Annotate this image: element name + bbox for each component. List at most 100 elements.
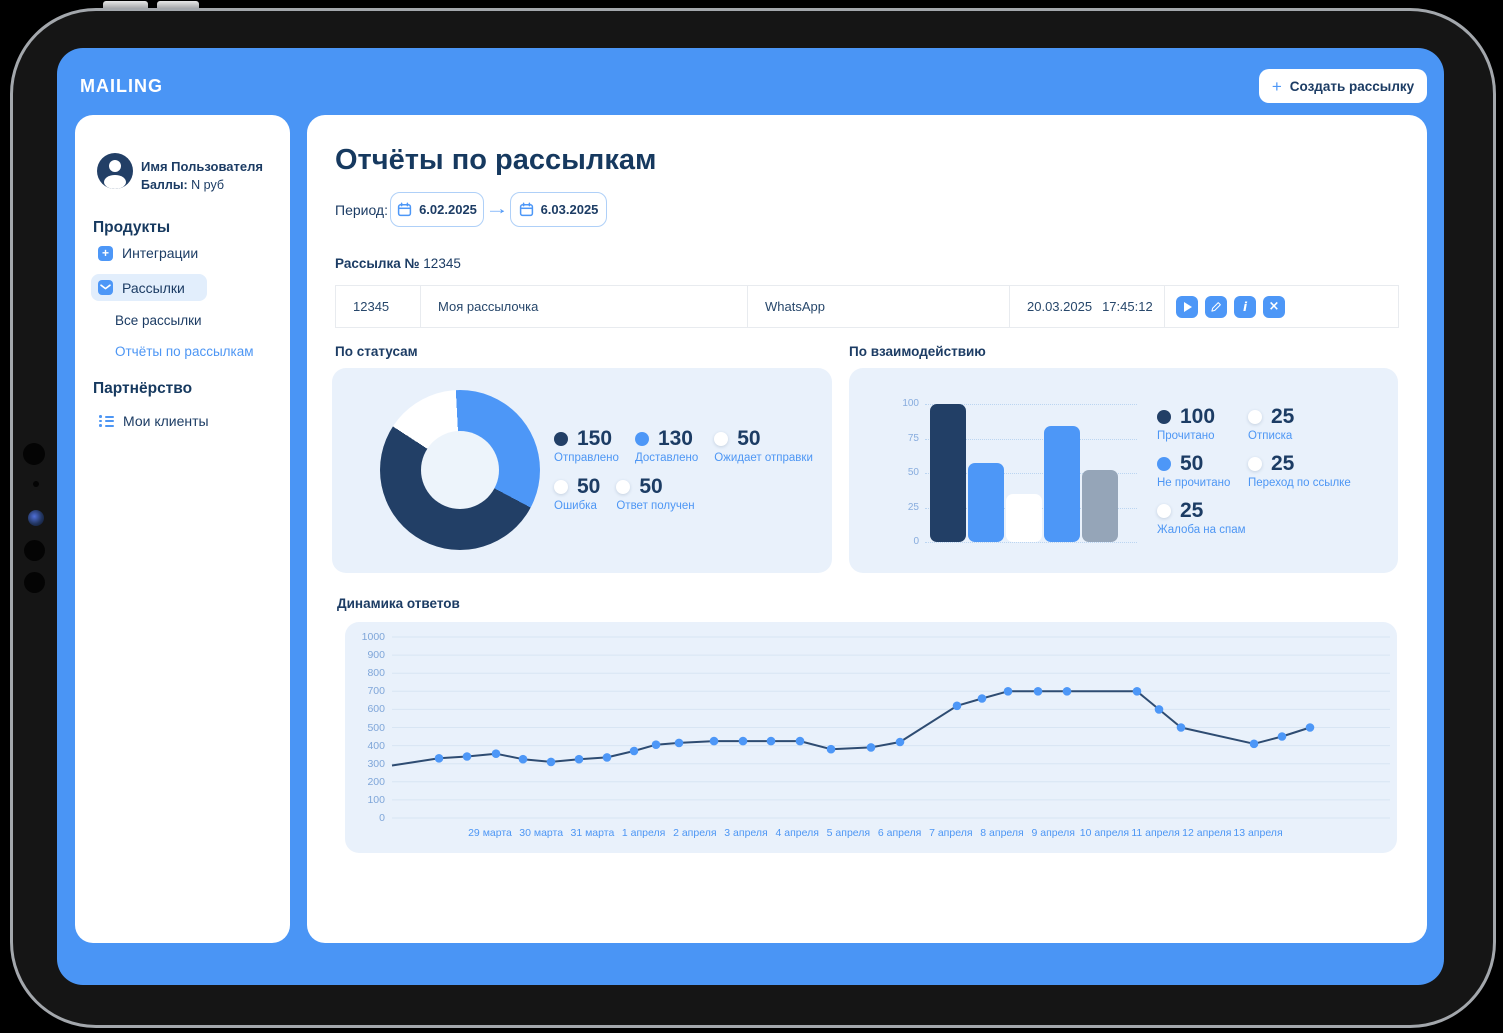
legend-row: 50 Ошибка 50 Ответ получен [554, 476, 813, 512]
mailing-table-row: 12345 Моя рассылочка WhatsApp 20.03.2025… [335, 285, 1399, 328]
line-x-label: 3 апреля [724, 827, 768, 839]
sidebar-item-my-clients[interactable]: Мои клиенты [99, 413, 209, 429]
info-button[interactable]: i [1234, 295, 1256, 318]
sidebar-item-reports[interactable]: Отчёты по рассылкам [115, 344, 254, 359]
line-axis-tick: 0 [379, 812, 385, 824]
sidebar-item-mailings[interactable]: Рассылки [91, 274, 207, 301]
sidebar-item-all-mailings[interactable]: Все рассылки [115, 313, 202, 328]
line-axis-tick: 1000 [361, 631, 385, 643]
pencil-icon [1211, 301, 1221, 312]
app-screen: MAILING + Создать рассылку Имя Пользоват… [57, 48, 1444, 985]
line-point [1132, 687, 1142, 696]
date-to-picker[interactable]: 6.03.2025 [510, 192, 607, 227]
legend-value: 25 [1271, 405, 1295, 428]
legend-item: 150 Отправлено [554, 428, 619, 464]
line-point [738, 736, 748, 746]
list-icon [99, 414, 114, 429]
calendar-icon [519, 202, 533, 217]
legend-value-row: 100 [1157, 406, 1248, 427]
cell-id: 12345 [336, 286, 421, 327]
legend-value: 50 [577, 475, 601, 498]
legend-dot [554, 479, 568, 494]
legend-item: 50 Ошибка [554, 476, 600, 512]
line-point [602, 753, 612, 762]
statuses-card: 150 Отправлено 130 Доставлено 50 Ожидает отпр… [332, 368, 832, 573]
plus-icon: + [98, 245, 113, 261]
line-point [895, 737, 905, 747]
play-button[interactable] [1176, 295, 1198, 318]
legend-item: 130 Доставлено [634, 428, 699, 464]
edit-button[interactable] [1205, 295, 1227, 318]
line-point [629, 746, 639, 756]
line-x-label: 1 апреля [621, 827, 666, 839]
cell-name: Моя рассылочка [421, 286, 748, 327]
bar [1082, 470, 1118, 542]
line-point [491, 749, 501, 758]
line-x-label: 4 апреля [775, 827, 819, 839]
line-x-label: 11 апреля [1131, 827, 1180, 839]
legend-value: 50 [737, 427, 761, 450]
main-panel: Отчёты по рассылкам Период: 6.02.2025 → … [307, 115, 1427, 943]
line-point [795, 736, 805, 746]
mailing-number-line: Рассылка № 12345 [335, 256, 461, 271]
bar-gridline [925, 404, 1137, 405]
line-point [462, 752, 472, 761]
legend-label: Отправлено [554, 452, 619, 464]
legend-label: Прочитано [1157, 430, 1215, 442]
legend-value-row: 50 [1157, 453, 1248, 474]
line-x-label: 6 апреля [877, 827, 922, 839]
line-point [826, 744, 836, 754]
close-button[interactable]: × [1263, 295, 1285, 318]
camera-lens-icon [28, 510, 44, 526]
date-from-picker[interactable]: 6.02.2025 [390, 192, 484, 227]
legend-item: 25 Отписка [1248, 406, 1351, 442]
line-point [1062, 687, 1072, 696]
tablet-frame: MAILING + Создать рассылку Имя Пользоват… [10, 8, 1496, 1028]
bar-gridline [925, 438, 1137, 440]
close-icon: × [1268, 299, 1280, 314]
legend-dot [1157, 456, 1171, 471]
line-x-label: 8 апреля [980, 827, 1024, 839]
legend-value-row: 50 [616, 476, 694, 497]
line-point [709, 736, 719, 746]
bar-axis-tick: 100 [902, 398, 919, 409]
cell-time: 17:45:12 [1102, 299, 1153, 314]
create-mailing-label: Создать рассылку [1289, 78, 1415, 94]
legend-dot [616, 479, 631, 494]
line-x-label: 10 апреля [1079, 827, 1130, 839]
cell-date: 20.03.2025 [1027, 299, 1093, 314]
bar [1044, 426, 1080, 542]
section-dynamics-label: Динамика ответов [337, 596, 460, 611]
legend-row: 150 Отправлено 130 Доставлено 50 Ожидает отпр… [554, 428, 813, 464]
legend-value-row: 150 [554, 428, 619, 449]
sidebar-heading-products: Продукты [93, 219, 171, 236]
legend-dot [714, 431, 729, 446]
legend-value-row: 25 [1248, 453, 1351, 474]
legend-value-row: 130 [634, 428, 698, 449]
line-x-label: 31 марта [570, 827, 615, 839]
date-to-value: 6.03.2025 [540, 202, 599, 217]
create-mailing-button[interactable]: + Создать рассылку [1259, 69, 1427, 103]
legend-dot [634, 431, 649, 446]
sidebar-item-label: Интеграции [122, 245, 199, 261]
interaction-legend: 100 Прочитано 25 Отписка 50 Не прочитано 25 Пер… [1157, 406, 1351, 536]
line-point [651, 740, 661, 749]
legend-value-row: 25 [1248, 406, 1351, 427]
legend-dot [1248, 409, 1262, 424]
period-label: Период: [335, 202, 388, 218]
line-point [1003, 687, 1013, 696]
interaction-card: 100 75 50 25 0 100 Прочитано 25 Отписка 50 Не про… [849, 368, 1398, 573]
legend-value: 50 [1180, 452, 1204, 475]
section-interaction-label: По взаимодействию [849, 344, 986, 359]
line-x-label: 30 марта [519, 827, 564, 839]
legend-label: Не прочитано [1157, 477, 1231, 489]
legend-label: Доставлено [634, 452, 699, 464]
line-x-label: 2 апреля [673, 827, 717, 839]
legend-item: 50 Не прочитано [1157, 453, 1248, 489]
sidebar-item-integrations[interactable]: + Интеграции [98, 245, 198, 261]
line-point [1176, 723, 1186, 732]
bar [1006, 493, 1042, 542]
legend-item: 50 Ожидает отправки [714, 428, 813, 464]
bar-chart [930, 404, 1118, 542]
legend-value-row: 25 [1157, 500, 1248, 521]
